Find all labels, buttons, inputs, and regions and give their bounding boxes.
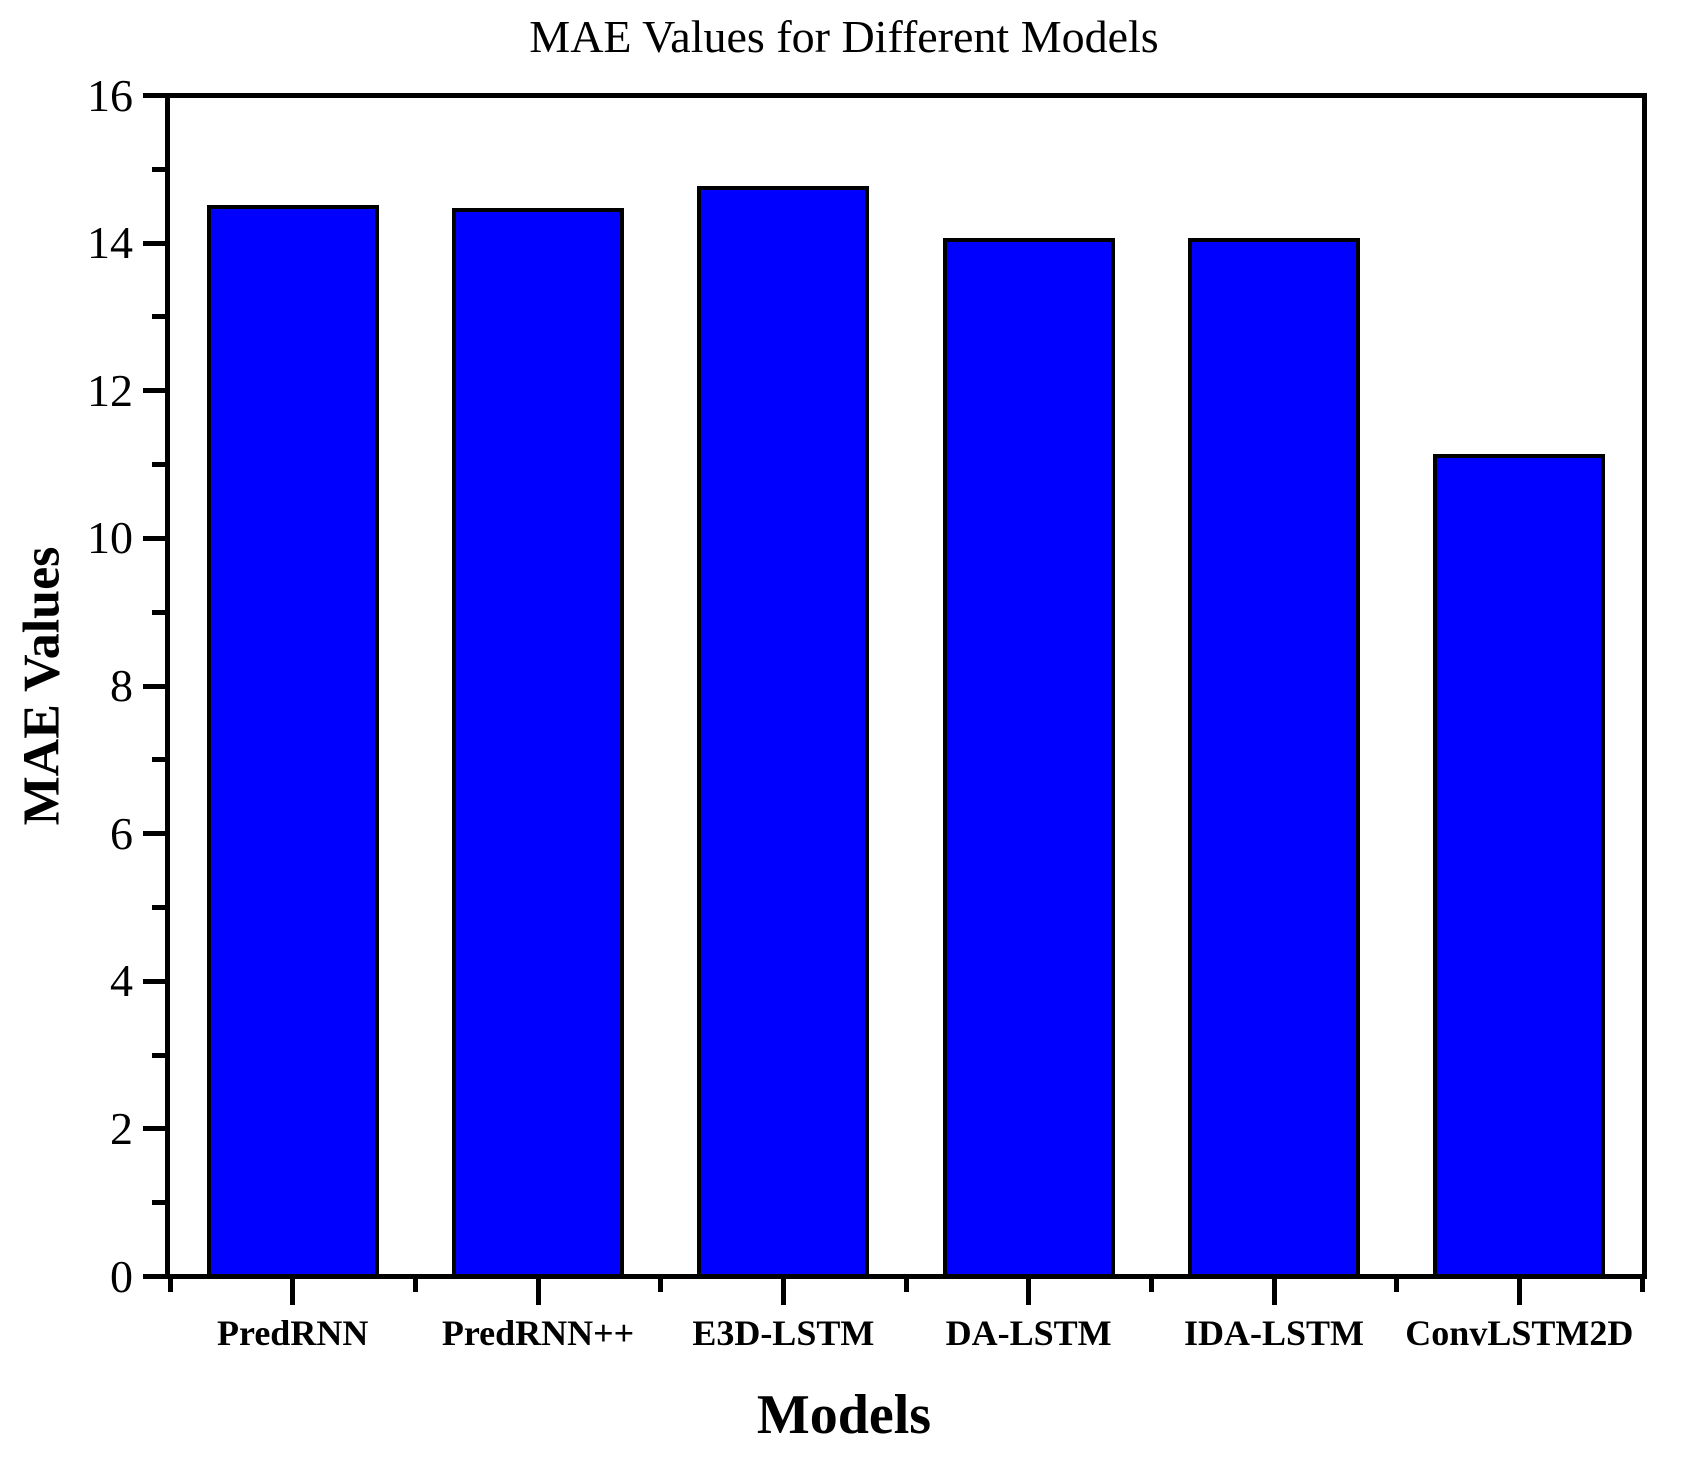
bar-da-lstm [942, 238, 1115, 1274]
y-tick-label: 4 [110, 955, 133, 1007]
x-minor-tick [167, 1279, 173, 1292]
y-minor-tick [152, 314, 165, 320]
y-minor-tick [152, 462, 165, 468]
y-tick-label: 16 [87, 69, 133, 121]
x-major-tick [780, 1279, 786, 1305]
y-major-tick [143, 388, 165, 394]
x-minor-tick [1148, 1279, 1154, 1292]
y-minor-tick [152, 609, 165, 615]
y-minor-tick [152, 1052, 165, 1058]
y-major-tick [143, 1126, 165, 1132]
x-tick-label: PredRNN++ [441, 1313, 635, 1353]
bar-e3d-lstm [697, 186, 870, 1274]
x-minor-tick [412, 1279, 418, 1292]
x-axis-label: Models [756, 1384, 932, 1446]
x-major-tick [1516, 1279, 1522, 1305]
y-tick-label: 12 [87, 364, 133, 416]
y-major-tick [143, 535, 165, 541]
x-major-tick [535, 1279, 541, 1305]
bar-predrnn- [452, 208, 624, 1274]
bar-ida-lstm [1188, 238, 1360, 1274]
y-major-tick [143, 683, 165, 689]
y-major-tick [143, 831, 165, 837]
x-tick-label: PredRNN [217, 1313, 369, 1353]
y-major-tick [143, 240, 165, 246]
chart-title: MAE Values for Different Models [529, 11, 1159, 62]
y-minor-tick [152, 904, 165, 910]
y-tick-label: 10 [87, 512, 133, 564]
y-minor-tick [152, 757, 165, 763]
x-minor-tick [1639, 1279, 1645, 1292]
y-tick-label: 14 [87, 217, 133, 269]
bar-convlstm2d [1433, 454, 1606, 1274]
y-tick-label: 0 [110, 1250, 133, 1302]
x-minor-tick [658, 1279, 664, 1292]
y-tick-label: 6 [110, 807, 133, 859]
x-tick-label: E3D-LSTM [692, 1313, 875, 1353]
y-major-tick [143, 978, 165, 984]
bar-predrnn [206, 205, 379, 1274]
x-major-tick [1026, 1279, 1032, 1305]
x-major-tick [1271, 1279, 1277, 1305]
y-tick-label: 8 [110, 660, 133, 711]
x-major-tick [290, 1279, 296, 1305]
y-major-tick [143, 1274, 165, 1279]
y-minor-tick [152, 1200, 165, 1206]
x-minor-tick [903, 1279, 909, 1292]
x-minor-tick [1394, 1279, 1400, 1292]
y-tick-label: 2 [110, 1102, 133, 1154]
x-tick-label: IDA-LSTM [1183, 1313, 1365, 1353]
x-tick-label: DA-LSTM [945, 1313, 1112, 1353]
y-minor-tick [152, 166, 165, 172]
plot-area [165, 93, 1647, 1279]
y-major-tick [143, 93, 165, 98]
x-tick-label: ConvLSTM2D [1405, 1313, 1634, 1353]
